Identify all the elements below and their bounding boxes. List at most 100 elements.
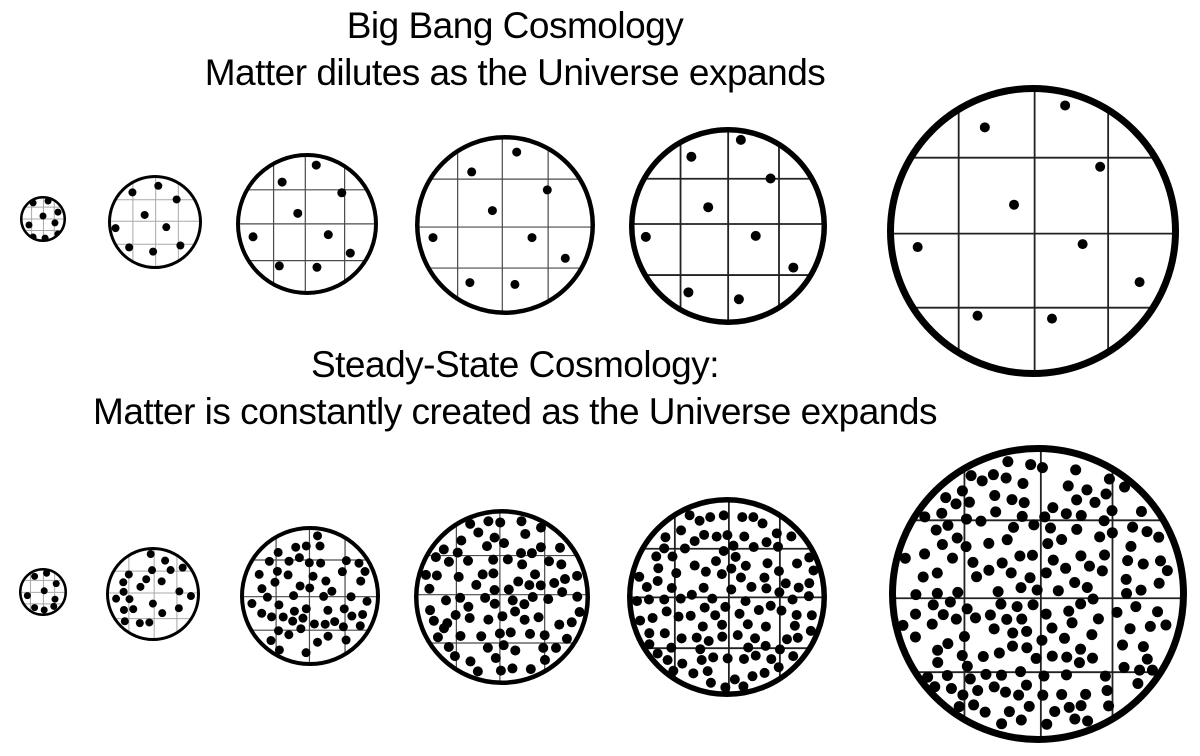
steady-state-row	[19, 445, 1187, 743]
matter-dot	[760, 640, 771, 651]
matter-dot	[1075, 700, 1087, 712]
matter-dot	[1075, 550, 1087, 562]
matter-dot	[313, 637, 323, 647]
matter-dot	[524, 580, 535, 591]
matter-dot	[1046, 650, 1058, 662]
matter-dot	[162, 223, 171, 232]
matter-dot	[1134, 664, 1146, 676]
matter-dot	[533, 612, 544, 623]
matter-dot	[319, 591, 329, 601]
matter-dot	[1087, 652, 1099, 664]
matter-dot	[1008, 521, 1020, 533]
matter-dot	[1013, 689, 1025, 701]
matter-dot	[1141, 653, 1153, 665]
matter-dot	[539, 654, 550, 665]
matter-dot	[776, 605, 787, 616]
matter-dot	[717, 619, 728, 630]
matter-dot	[634, 571, 645, 582]
matter-dots	[640, 134, 799, 305]
matter-dot	[773, 662, 784, 673]
matter-dots	[23, 569, 60, 614]
matter-dot	[516, 516, 527, 527]
matter-dot	[1052, 585, 1064, 597]
matter-dot	[483, 614, 494, 625]
universe-boundary	[19, 568, 67, 616]
matter-dot	[996, 718, 1008, 730]
matter-dot	[346, 592, 356, 602]
steady-state-title-line2: Matter is constantly created as the Univ…	[93, 391, 937, 432]
matter-dot	[494, 628, 505, 639]
matter-dot	[975, 515, 987, 527]
matter-dot	[1132, 677, 1144, 689]
matter-dot	[912, 242, 923, 253]
matter-dot	[465, 278, 475, 288]
matter-dot	[780, 578, 791, 589]
big-bang-title: Big Bang Cosmology Matter dilutes as the…	[0, 2, 1030, 96]
matter-dot	[489, 598, 500, 609]
matter-dot	[685, 610, 696, 621]
matter-dot	[1069, 713, 1081, 725]
matter-dot	[651, 551, 662, 562]
matter-dot	[926, 618, 938, 630]
matter-dot	[976, 475, 988, 487]
steady-state-universe-1	[19, 568, 67, 616]
matter-dot	[1137, 641, 1149, 653]
matter-dot	[989, 489, 1001, 501]
matter-dot	[1153, 577, 1165, 589]
matter-dot	[561, 633, 572, 644]
matter-dot	[1060, 562, 1072, 574]
matter-dot	[661, 606, 672, 617]
expansion-grid	[417, 137, 593, 313]
matter-dot	[951, 532, 963, 544]
matter-dot	[120, 617, 129, 626]
matter-dot	[1040, 608, 1052, 620]
matter-dot	[750, 230, 761, 241]
matter-dot	[734, 608, 745, 619]
matter-dot	[557, 587, 568, 598]
matter-dot	[358, 609, 368, 619]
matter-dot	[947, 552, 959, 564]
matter-dot	[161, 556, 170, 565]
matter-dot	[54, 208, 62, 216]
matter-dot	[789, 620, 800, 631]
matter-dot	[510, 606, 521, 617]
matter-dot	[309, 619, 319, 629]
matter-dot	[482, 642, 493, 653]
matter-dot	[520, 528, 531, 539]
matter-dot	[304, 558, 314, 568]
matter-dot	[1153, 531, 1165, 543]
matter-dot	[671, 568, 682, 579]
matter-dot	[356, 576, 366, 586]
matter-dot	[695, 644, 706, 655]
big-bang-title-line2: Matter dilutes as the Universe expands	[204, 52, 826, 93]
matter-dot	[526, 548, 537, 559]
matter-dot	[1018, 497, 1030, 509]
matter-dot	[267, 612, 277, 622]
matter-dot	[428, 615, 439, 626]
matter-dot	[338, 622, 348, 632]
matter-dot	[1098, 515, 1110, 527]
matter-dot	[742, 619, 753, 630]
matter-dot	[972, 310, 983, 321]
matter-dot	[467, 167, 477, 177]
matter-dot	[1027, 599, 1039, 611]
matter-dot	[1049, 705, 1061, 717]
matter-dot	[1046, 622, 1058, 634]
matter-dot	[277, 177, 287, 187]
matter-dot	[505, 627, 516, 638]
matter-dot	[441, 595, 452, 606]
matter-dot	[464, 613, 475, 624]
matter-dot	[341, 556, 351, 566]
matter-dot	[787, 594, 798, 605]
matter-dot	[1106, 527, 1118, 539]
matter-dot	[323, 230, 333, 240]
matter-dot	[554, 619, 565, 630]
matter-dot	[720, 601, 731, 612]
matter-dot	[1106, 505, 1118, 517]
matter-dot	[760, 621, 771, 632]
matter-dot	[43, 569, 51, 577]
steady-state-universe-6	[889, 445, 1187, 743]
matter-dot	[759, 572, 770, 583]
matter-dot	[1031, 584, 1043, 596]
matter-dot	[652, 575, 663, 586]
